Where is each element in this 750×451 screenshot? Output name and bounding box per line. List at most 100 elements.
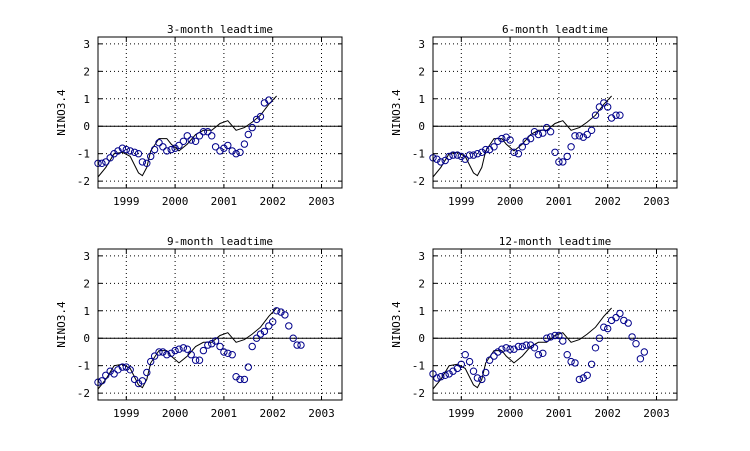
subplot-2: 1999 2000 2001 2002 2003 -2 -1 0 1 2 3 6-month lead… — [390, 23, 678, 208]
y-tick-label: -1 — [412, 148, 425, 161]
subplot-title: 9-month leadtime — [167, 235, 273, 248]
forecast-point — [612, 313, 620, 322]
forecast-point — [482, 368, 490, 377]
forecast-point — [159, 143, 167, 151]
x-tick-label: 1999 — [448, 195, 475, 208]
forecast-point — [437, 373, 445, 381]
forecast-point — [595, 103, 604, 111]
forecast-point — [98, 377, 106, 385]
forecast-point — [498, 134, 506, 143]
forecast-point — [587, 126, 596, 135]
forecast-point — [469, 151, 478, 159]
subplot-4: 1999 2000 2001 2002 2003 -2 -1 0 1 2 3 12-month lea… — [390, 235, 678, 420]
forecast-point — [126, 147, 134, 155]
forecast-point — [297, 341, 305, 349]
axes-frame — [432, 36, 678, 189]
forecast-point — [191, 356, 200, 364]
y-tick-label: 0 — [83, 332, 90, 345]
forecast-point — [441, 371, 449, 379]
forecast-point — [518, 143, 526, 151]
forecast-point — [526, 134, 535, 143]
y-tick-label: 1 — [418, 305, 425, 318]
forecast-point — [228, 351, 236, 359]
forecast-point — [199, 346, 208, 355]
forecast-point — [445, 152, 453, 161]
forecast-point — [240, 140, 249, 148]
observed-line — [432, 307, 612, 390]
observed-line — [97, 95, 277, 178]
subplot-3: 1999 2000 2001 2002 2003 -2 -1 0 1 2 3 9-month lead… — [55, 235, 343, 420]
forecast-point — [551, 331, 559, 340]
forecast-point — [175, 345, 183, 353]
y-tick-label: -1 — [412, 360, 425, 373]
forecast-point — [591, 111, 600, 119]
forecast-point — [269, 318, 277, 326]
y-tick-label: 1 — [83, 93, 90, 106]
forecast-point — [473, 150, 482, 158]
y-tick-label: 2 — [418, 277, 425, 290]
forecast-point — [204, 341, 212, 349]
forecast-point — [518, 342, 526, 351]
forecast-point — [102, 371, 110, 379]
forecast-point — [469, 367, 478, 375]
y-tick-label: 3 — [83, 250, 90, 263]
forecast-point — [563, 351, 571, 359]
forecast-point — [163, 147, 171, 155]
forecast-point — [575, 375, 584, 384]
forecast-point — [482, 145, 490, 154]
forecast-point — [252, 334, 261, 342]
forecast-point — [187, 136, 195, 144]
forecast-point — [571, 359, 579, 367]
forecast-point — [236, 148, 244, 157]
forecast-point — [567, 357, 575, 366]
forecast-point — [126, 366, 134, 374]
forecast-point — [244, 130, 253, 139]
y-tick-label: -2 — [412, 175, 425, 188]
forecast-point — [155, 348, 163, 356]
x-tick-label: 2001 — [211, 407, 238, 420]
forecast-point — [485, 356, 494, 364]
y-tick-label: -1 — [77, 360, 90, 373]
forecast-point — [183, 345, 192, 353]
forecast-point — [163, 351, 171, 359]
forecast-point — [289, 334, 297, 342]
forecast-point — [457, 360, 465, 368]
forecast-point — [539, 129, 547, 137]
y-tick-label: 0 — [83, 120, 90, 133]
forecast-point — [204, 128, 212, 136]
forecast-point — [628, 333, 636, 341]
forecast-point — [281, 311, 289, 319]
subplot-1: 1999 2000 2001 2002 2003 -2 -1 0 1 2 3 3-month lead… — [55, 23, 343, 208]
forecast-point — [285, 322, 293, 330]
y-axis-label: NINO3.4 — [55, 301, 68, 348]
forecast-point — [138, 377, 147, 385]
forecast-point — [236, 375, 244, 384]
forecast-point — [224, 141, 232, 150]
forecast-point — [138, 158, 147, 166]
y-tick-label: 3 — [83, 38, 90, 51]
x-tick-label: 2003 — [643, 195, 670, 208]
y-tick-label: 3 — [418, 38, 425, 51]
forecast-point — [453, 151, 462, 159]
forecast-point — [232, 150, 240, 158]
forecast-point — [150, 352, 159, 360]
forecast-point — [167, 145, 175, 154]
forecast-point — [220, 348, 228, 356]
axes-frame — [432, 248, 678, 401]
forecast-point — [604, 324, 612, 333]
forecast-point — [453, 364, 462, 373]
x-tick-label: 2001 — [546, 407, 573, 420]
forecast-point — [195, 132, 204, 140]
forecast-point — [567, 143, 575, 151]
forecast-point — [640, 348, 648, 356]
forecast-point — [208, 132, 216, 140]
forecast-point — [265, 96, 273, 104]
forecast-point — [612, 111, 620, 119]
forecast-point — [179, 344, 188, 352]
x-tick-label: 2000 — [162, 407, 189, 420]
forecast-point — [195, 356, 204, 364]
subplot-title: 3-month leadtime — [167, 23, 273, 36]
x-tick-label: 2001 — [546, 195, 573, 208]
y-tick-label: 2 — [83, 65, 90, 78]
forecast-point — [546, 333, 555, 341]
